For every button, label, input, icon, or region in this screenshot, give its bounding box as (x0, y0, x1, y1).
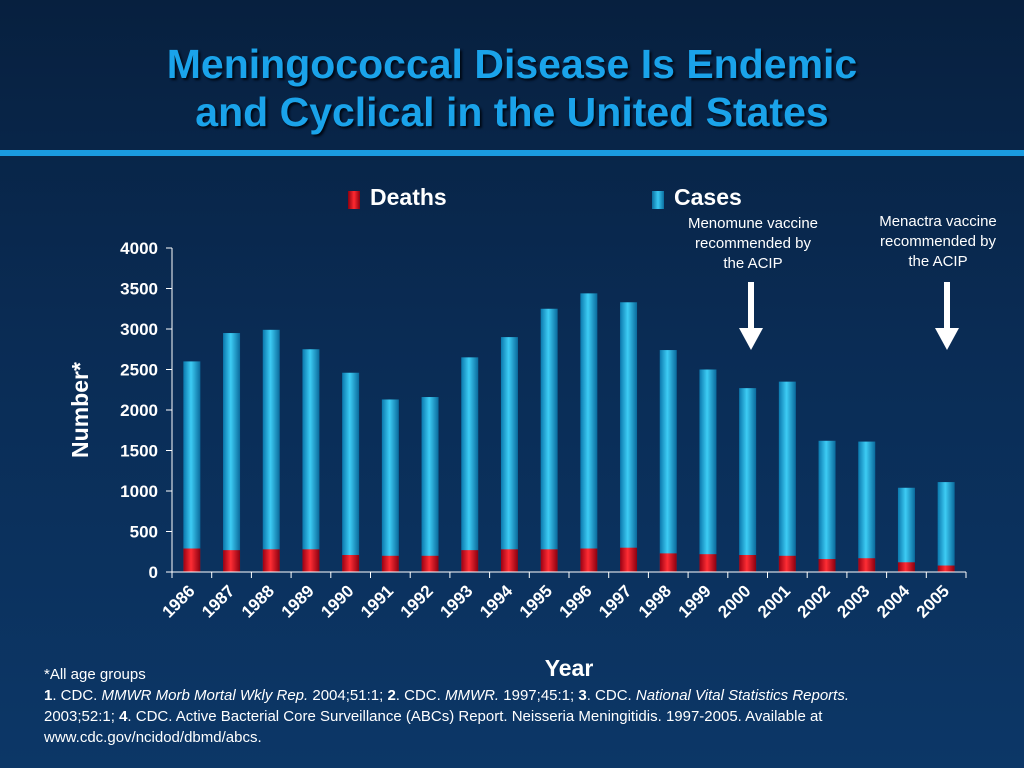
cases-bar (223, 333, 241, 572)
footnote-asterisk: *All age groups (44, 666, 146, 683)
x-tick-label: 1988 (238, 581, 278, 621)
deaths-bar (461, 550, 479, 572)
cases-bar (858, 441, 876, 572)
slide-title-line-2: and Cyclical in the United States (195, 89, 829, 135)
x-tick-label: 2003 (833, 581, 873, 621)
legend-deaths-swatch (348, 191, 360, 209)
menomune-annotation: Menomune vaccine recommended by the ACIP (668, 214, 838, 274)
cases-bar (739, 388, 757, 572)
footnote-url: www.cdc.gov/ncidod/dbmd/abcs. (44, 729, 262, 746)
x-tick-label: 1999 (675, 581, 715, 621)
cases-bar (540, 308, 558, 572)
x-tick-label: 1996 (555, 581, 595, 621)
deaths-bar (183, 548, 201, 572)
x-axis-title: Year (545, 655, 594, 681)
cases-bar (699, 369, 717, 572)
legend-cases-label: Cases (674, 184, 742, 210)
x-tick-label: 1991 (357, 581, 397, 621)
deaths-bar (302, 549, 320, 572)
x-tick-label: 1998 (635, 581, 675, 621)
deaths-bar (659, 553, 677, 572)
x-tick-label: 1987 (198, 581, 238, 621)
menactra-annotation: Menactra vaccine recommended by the ACIP (853, 212, 1023, 272)
cases-bar (818, 440, 836, 572)
footnote: *All age groups 1. CDC. MMWR Morb Mortal… (44, 664, 1004, 748)
cases-bar (580, 293, 598, 572)
x-tick-label: 1995 (516, 581, 556, 621)
deaths-bar (580, 548, 598, 572)
annotation-line: recommended by (695, 235, 811, 252)
y-tick-label: 2500 (120, 361, 158, 380)
deaths-bar (897, 562, 915, 572)
deaths-bar (421, 555, 439, 572)
deaths-bar (778, 555, 796, 572)
cases-bar (461, 357, 479, 572)
x-tick-label: 2000 (714, 581, 754, 621)
deaths-bar (262, 549, 280, 572)
menomune-arrow-shaft (748, 282, 754, 330)
cases-bar (183, 361, 201, 572)
x-tick-label: 1993 (436, 581, 476, 621)
x-tick-label: 2004 (873, 581, 914, 622)
cases-bar (659, 350, 677, 572)
cases-bar (421, 397, 439, 572)
cases-bar (500, 337, 518, 572)
footnote-references-line-1: 1. CDC. MMWR Morb Mortal Wkly Rep. 2004;… (44, 687, 850, 704)
legend-cases-swatch (652, 191, 664, 209)
menomune-arrow-head (739, 328, 763, 350)
annotation-line: recommended by (880, 233, 996, 250)
x-tick-label: 1986 (158, 581, 198, 621)
y-axis-title: Number* (67, 362, 93, 458)
cases-bar (381, 399, 399, 572)
deaths-bar (937, 565, 955, 572)
deaths-bar (381, 555, 399, 572)
annotation-line: Menomune vaccine (687, 215, 819, 232)
cases-bar (937, 482, 955, 572)
annotation-line: the ACIP (908, 253, 968, 270)
legend-deaths-label: Deaths (370, 184, 447, 210)
menactra-arrow-head (935, 328, 959, 350)
slide-title-line-1: Meningococcal Disease Is Endemic (166, 41, 858, 87)
annotation-line: the ACIP (723, 255, 783, 272)
x-tick-label: 1992 (397, 581, 437, 621)
deaths-bar (699, 554, 717, 572)
deaths-bar (223, 550, 241, 572)
cases-bar (302, 349, 320, 572)
deaths-bar (540, 549, 558, 572)
cases-bar (620, 302, 638, 572)
annotation-line: Menactra vaccine (879, 213, 997, 230)
x-tick-label: 1997 (595, 581, 635, 621)
x-tick-label: 1994 (476, 581, 517, 622)
cases-bar (897, 487, 915, 572)
y-tick-label: 0 (149, 563, 158, 582)
x-tick-label: 2001 (754, 581, 794, 621)
deaths-bar (342, 554, 360, 572)
slide-title: Meningococcal Disease Is Endemic and Cyc… (0, 40, 1024, 136)
deaths-bar (620, 547, 638, 572)
x-tick-label: 1989 (278, 581, 318, 621)
menactra-arrow-shaft (944, 282, 950, 330)
deaths-bar (739, 554, 757, 572)
title-divider (0, 150, 1024, 156)
deaths-bar (818, 559, 836, 572)
cases-bar (778, 381, 796, 572)
x-tick-label: 1990 (317, 581, 357, 621)
footnote-references-line-2: 2003;52:1; 4. CDC. Active Bacterial Core… (44, 708, 823, 725)
y-tick-label: 3500 (120, 280, 158, 299)
cases-bar (262, 329, 280, 572)
x-tick-label: 2005 (913, 581, 953, 621)
y-tick-label: 1500 (120, 442, 158, 461)
cases-bar (342, 372, 360, 572)
y-tick-label: 2000 (120, 401, 158, 420)
deaths-bar (858, 558, 876, 572)
x-tick-label: 2002 (794, 581, 834, 621)
y-tick-label: 500 (130, 523, 158, 542)
y-tick-label: 4000 (120, 239, 158, 258)
y-tick-label: 1000 (120, 482, 158, 501)
y-tick-label: 3000 (120, 320, 158, 339)
deaths-bar (500, 549, 518, 572)
